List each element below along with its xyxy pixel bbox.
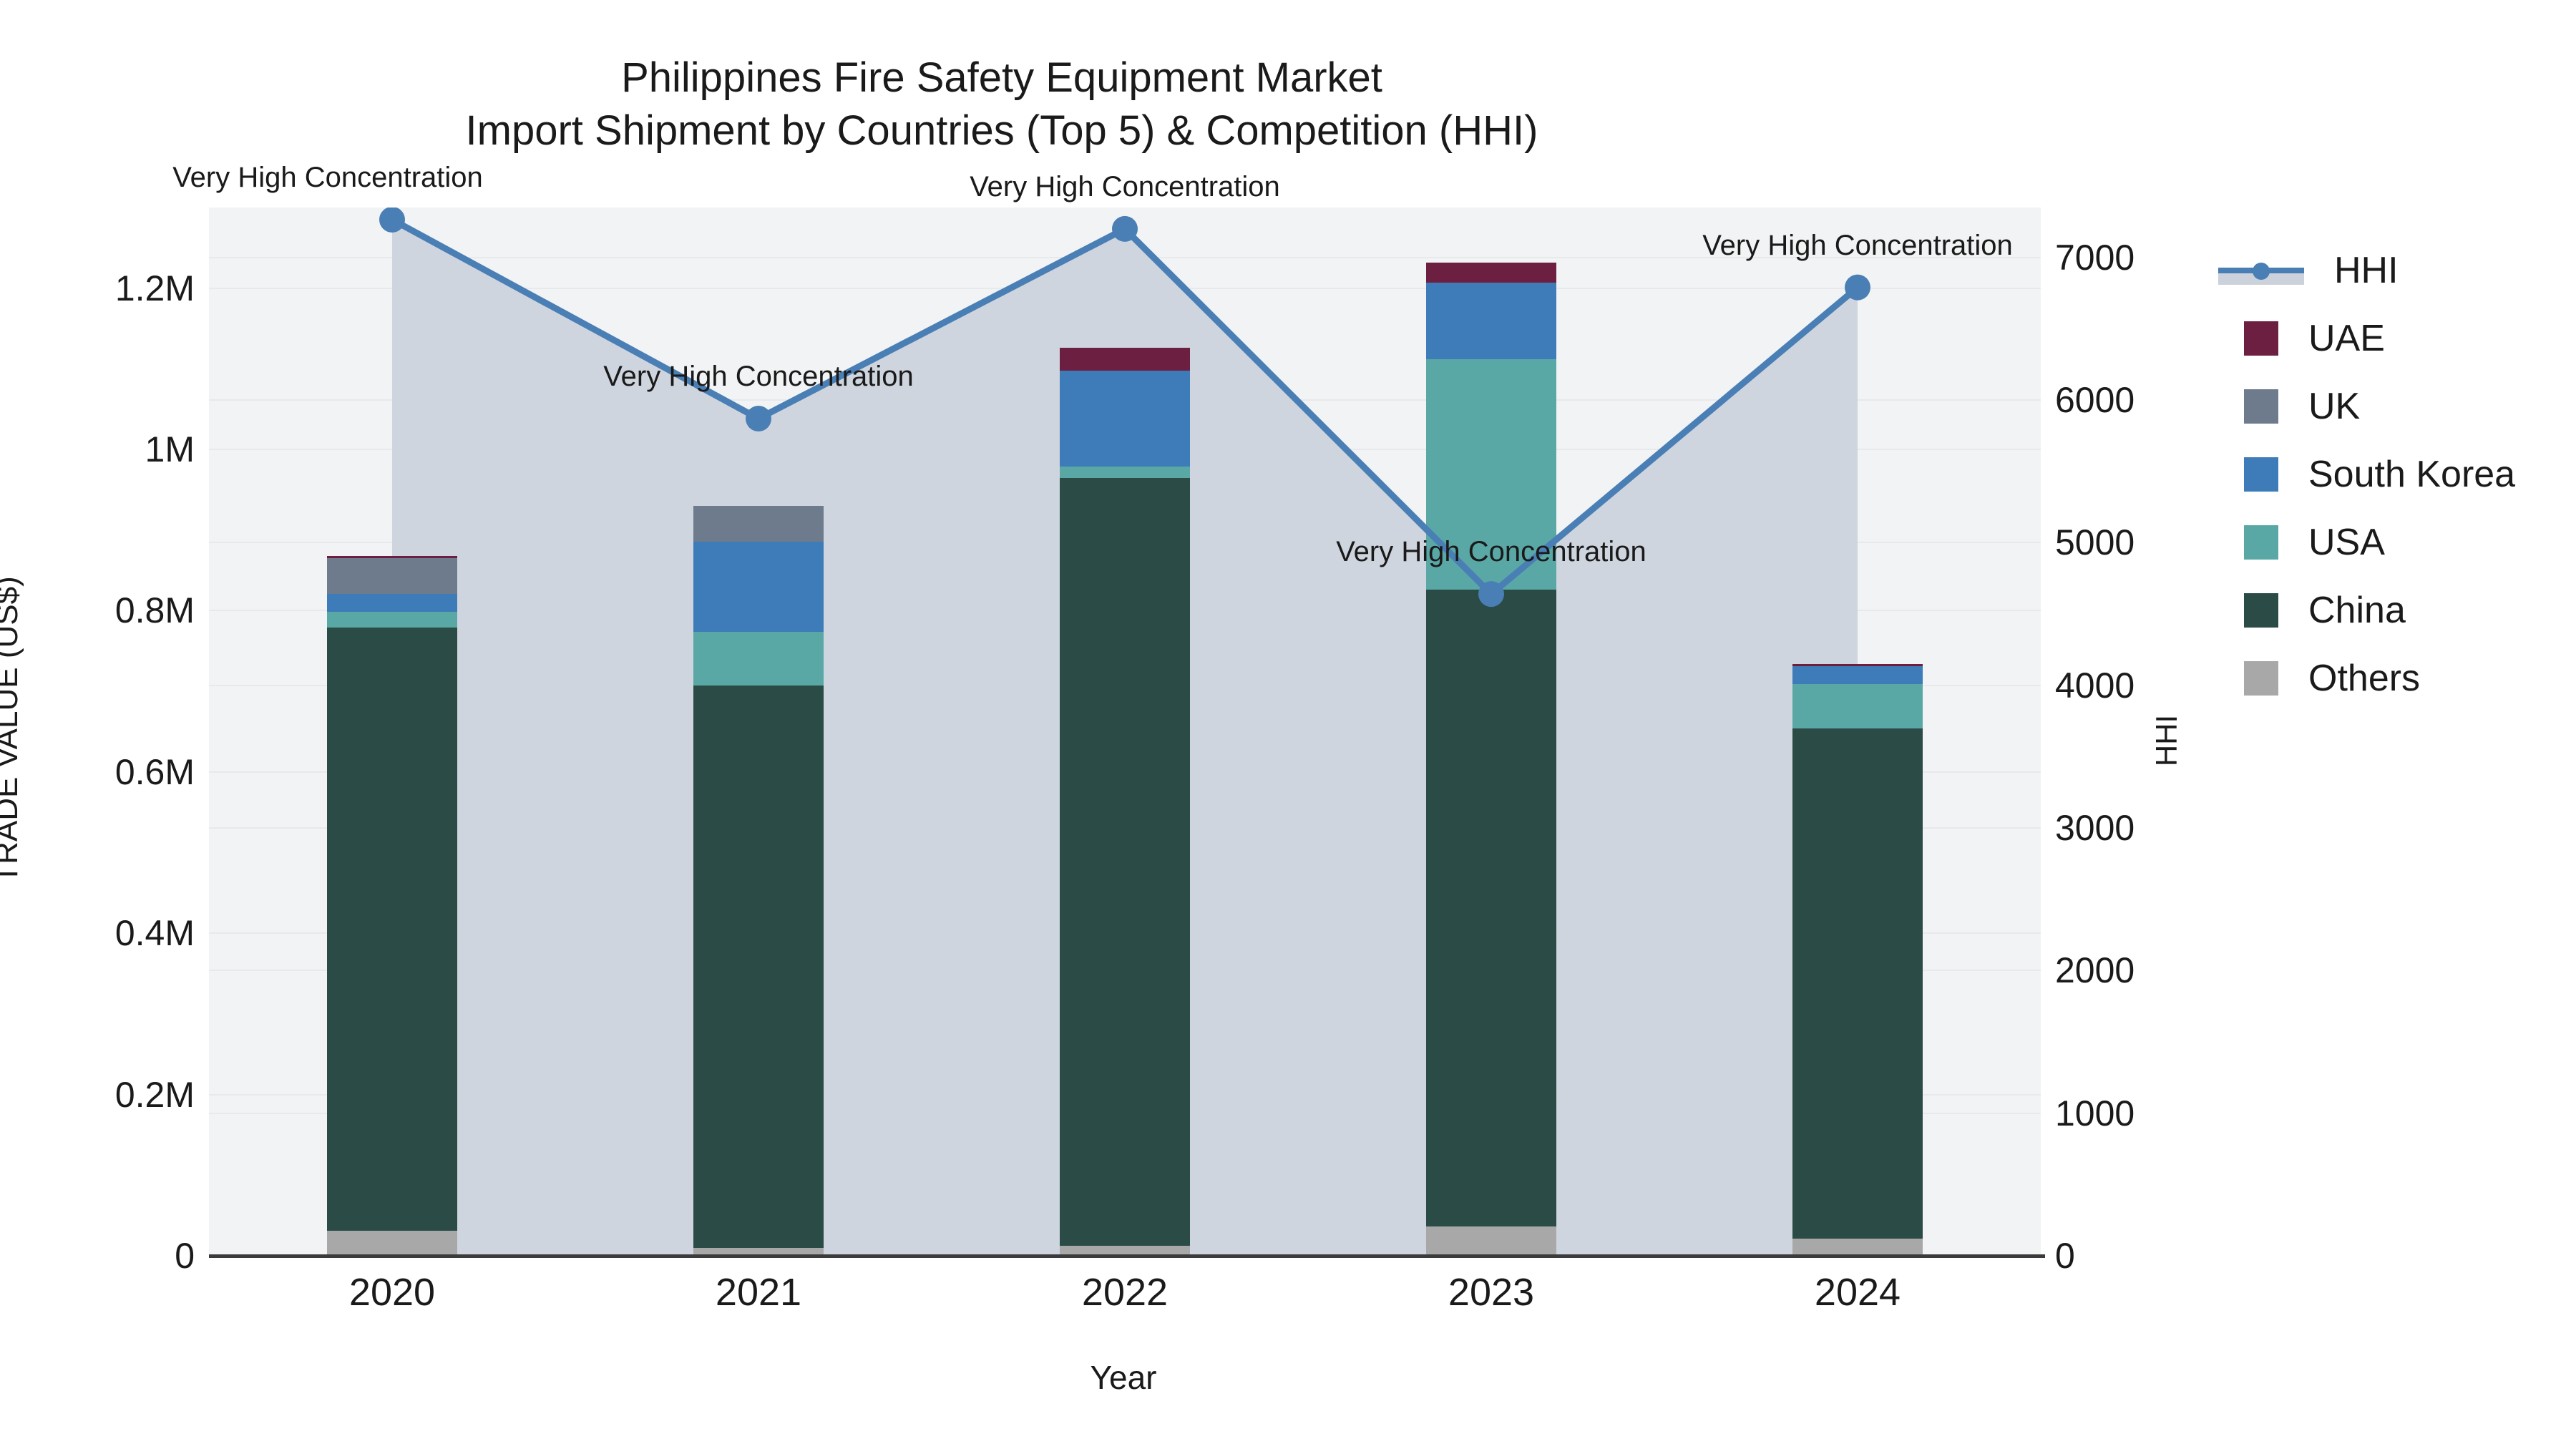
x-axis-tick-2024: 2024 [1814,1271,1901,1314]
legend-line-marker-icon [2218,253,2304,288]
y-axis-right-tick: 5000 [2055,522,2135,563]
annotation-concentration-2024: Very High Concentration [1702,229,2013,261]
y-axis-left-tick: 0.2M [114,1074,195,1115]
legend-label: Others [2308,657,2421,699]
y-axis-right-tick: 0 [2055,1236,2075,1276]
x-axis-tick-2023: 2023 [1448,1271,1535,1314]
bar-segment-usa[interactable] [1792,684,1923,728]
legend-label: China [2308,589,2406,631]
bar-segment-usa[interactable] [1060,466,1190,478]
x-axis-tick-2020: 2020 [348,1271,436,1314]
bar-segment-uae[interactable] [1060,348,1190,371]
legend-swatch-icon [2244,592,2278,628]
chart-title-line-2: Import Shipment by Countries (Top 5) & C… [465,107,1538,155]
y-axis-left-tick: 0.8M [114,590,195,631]
annotation-concentration-2021: Very High Concentration [603,360,914,392]
x-axis-tick-2021: 2021 [715,1271,802,1314]
x-axis-title: Year [1090,1359,1157,1396]
bar-segment-usa[interactable] [693,631,824,686]
y-axis-left-title: TRADE VALUE (US$) [0,576,24,884]
bar-segment-uk[interactable] [693,505,824,542]
bar-segment-south-korea[interactable] [1792,666,1923,684]
bar-segment-others[interactable] [1792,1239,1923,1256]
legend-label: USA [2308,521,2385,563]
legend-swatch-icon [2244,660,2278,696]
legend-label: South Korea [2308,453,2516,495]
x-axis-tick-2022: 2022 [1081,1271,1169,1314]
bar-segment-uae[interactable] [1792,663,1923,667]
y-axis-right-tick: 4000 [2055,665,2135,706]
bar-segment-south-korea[interactable] [693,541,824,632]
bar-segment-china[interactable] [1792,728,1923,1239]
bar-segment-south-korea[interactable] [1426,282,1556,359]
y-axis-right-title: HHI [2150,714,2183,767]
y-axis-right-tick: 1000 [2055,1093,2135,1133]
bar-stack-2022[interactable] [1060,208,1190,1256]
chart-title: Philippines Fire Safety Equipment Market… [0,52,2004,157]
bar-segment-uk[interactable] [327,558,457,594]
legend-swatch-icon [2244,457,2278,492]
legend-item-uae[interactable]: UAE [2218,304,2555,372]
legend: HHI UAE UK South Korea USA China Others [2218,236,2555,712]
y-axis-right-tick: 6000 [2055,380,2135,421]
legend-item-china[interactable]: China [2218,576,2555,644]
bar-segment-uae[interactable] [327,555,457,559]
bar-segment-china[interactable] [1060,477,1190,1246]
bar-stack-2023[interactable] [1426,208,1556,1256]
bar-segment-china[interactable] [1426,590,1556,1227]
annotation-concentration-2022: Very High Concentration [970,170,1280,203]
bar-segment-usa[interactable] [327,611,457,628]
plot-area: Very High Concentration Very High Concent… [172,162,2041,1257]
legend-swatch-icon [2244,321,2278,356]
legend-label: HHI [2334,249,2399,291]
y-axis-left-tick: 1M [145,429,195,470]
bar-segment-others[interactable] [1426,1226,1556,1256]
y-axis-left-tick: 1.2M [114,268,195,308]
legend-swatch-icon [2244,525,2278,560]
legend-item-hhi[interactable]: HHI [2218,236,2555,304]
bar-stack-2020[interactable] [327,208,457,1256]
bar-segment-others[interactable] [1060,1246,1190,1256]
bar-segment-others[interactable] [693,1247,824,1256]
y-axis-right-tick: 2000 [2055,950,2135,991]
legend-label: UK [2308,385,2361,427]
annotation-concentration-2020: Very High Concentration [172,161,483,193]
bar-stack-2024[interactable] [1792,208,1923,1256]
bar-segment-uae[interactable] [1426,262,1556,283]
y-axis-left-tick: 0 [175,1236,195,1276]
legend-item-south-korea[interactable]: South Korea [2218,440,2555,508]
legend-item-usa[interactable]: USA [2218,508,2555,576]
y-axis-right-tick: 3000 [2055,808,2135,849]
y-axis-left-tick: 0.4M [114,913,195,954]
bar-segment-china[interactable] [327,628,457,1231]
bar-segment-south-korea[interactable] [1060,370,1190,467]
y-axis-left-tick: 0.6M [114,751,195,792]
bar-segment-china[interactable] [693,686,824,1248]
legend-item-uk[interactable]: UK [2218,372,2555,440]
annotation-concentration-2023: Very High Concentration [1336,536,1646,568]
bar-segment-others[interactable] [327,1231,457,1256]
y-axis-right-tick: 7000 [2055,237,2135,278]
legend-label: UAE [2308,317,2385,359]
legend-item-others[interactable]: Others [2218,644,2555,712]
bar-segment-south-korea[interactable] [327,593,457,612]
x-axis-line [209,1254,2045,1258]
chart-title-line-1: Philippines Fire Safety Equipment Market [621,54,1382,101]
legend-swatch-icon [2244,389,2278,424]
